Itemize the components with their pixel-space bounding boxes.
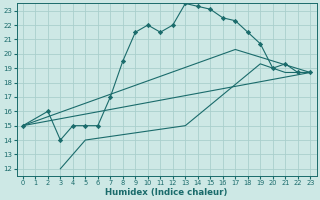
X-axis label: Humidex (Indice chaleur): Humidex (Indice chaleur) <box>105 188 228 197</box>
